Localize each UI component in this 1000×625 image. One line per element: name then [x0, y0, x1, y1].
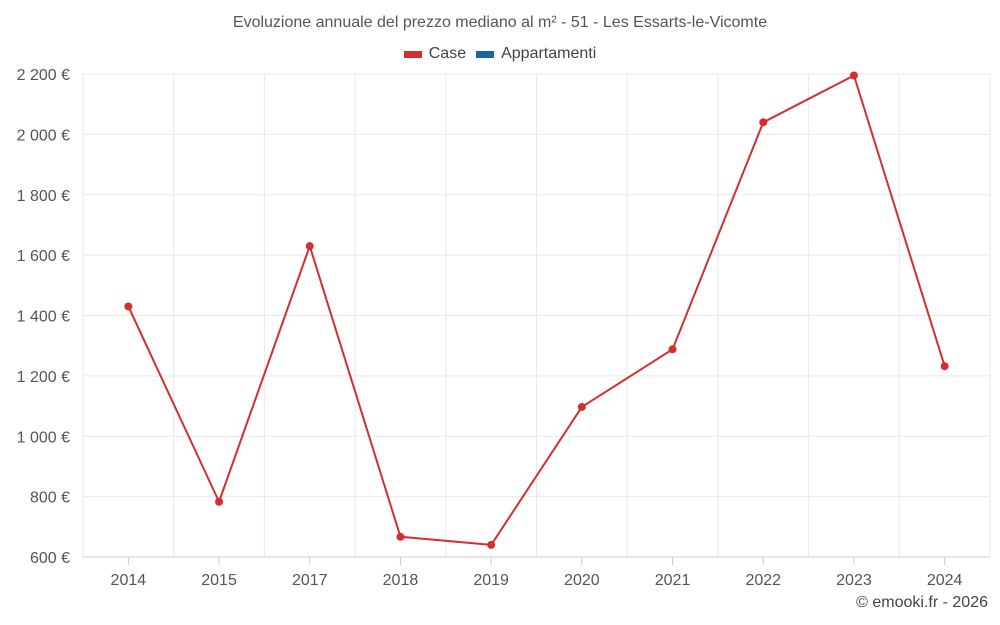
y-tick-label: 2 200 €	[17, 67, 70, 84]
x-tick-label: 2020	[564, 572, 600, 589]
y-tick-label: 2 000 €	[17, 127, 70, 144]
legend-label-case: Case	[428, 45, 467, 62]
data-point	[124, 302, 133, 311]
x-tick-label: 2021	[655, 572, 691, 589]
x-tick-label: 2023	[836, 572, 872, 589]
series-layer	[124, 71, 949, 549]
legend-item-appartamenti[interactable]: Appartamenti	[476, 45, 596, 63]
x-tick-label: 2017	[292, 572, 328, 589]
x-tick-label: 2018	[383, 572, 419, 589]
data-point	[305, 242, 314, 251]
credit-text: © emooki.fr - 2026	[856, 594, 988, 611]
data-point	[396, 532, 405, 541]
chart-title: Evoluzione annuale del prezzo mediano al…	[232, 14, 768, 31]
data-point	[759, 118, 768, 127]
data-point	[487, 540, 496, 549]
y-tick-label: 1 200 €	[17, 369, 70, 386]
grid	[82, 73, 991, 557]
y-tick-label: 800 €	[30, 490, 70, 507]
legend-swatch-case	[403, 50, 422, 58]
axes	[83, 556, 990, 565]
x-axis-labels: 2014 2015 2017 2018 2019 2020 2021 2022 2023 2024	[111, 572, 963, 589]
data-point	[849, 71, 858, 80]
x-tick-label: 2014	[111, 572, 147, 589]
legend: Case Appartamenti	[0, 45, 1000, 63]
data-point	[668, 345, 677, 354]
series-line-0	[127, 74, 946, 546]
x-tick-label: 2015	[201, 572, 237, 589]
x-tick-label: 2019	[473, 572, 509, 589]
data-point	[577, 402, 586, 411]
y-axis-labels: 600 € 800 € 1 000 € 1 200 € 1 400 € 1 600 € 1 …	[17, 67, 70, 567]
y-tick-label: 1 800 €	[17, 188, 70, 205]
data-point	[215, 497, 224, 506]
legend-label-appartamenti: Appartamenti	[501, 45, 597, 62]
x-tick-label: 2022	[745, 572, 781, 589]
y-tick-label: 1 000 €	[17, 429, 70, 446]
data-point	[940, 362, 949, 371]
x-tick-label: 2024	[927, 572, 963, 589]
legend-item-case[interactable]: Case	[403, 45, 467, 63]
y-tick-label: 600 €	[30, 550, 70, 567]
y-tick-label: 1 400 €	[17, 309, 70, 326]
y-tick-label: 1 600 €	[17, 248, 70, 265]
legend-swatch-appartamenti	[476, 50, 495, 58]
